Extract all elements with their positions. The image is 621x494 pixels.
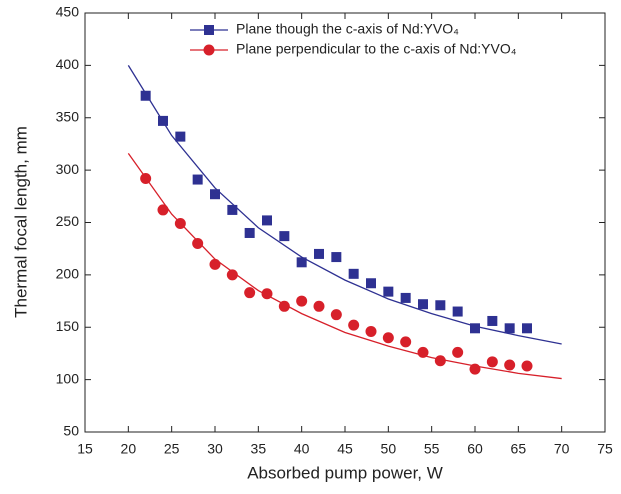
x-tick-label: 45 xyxy=(337,441,353,457)
marker xyxy=(261,288,273,300)
marker xyxy=(313,300,325,312)
marker xyxy=(331,252,342,263)
marker xyxy=(330,309,342,321)
marker xyxy=(279,231,290,242)
x-tick-label: 40 xyxy=(294,441,310,457)
marker xyxy=(486,356,498,368)
legend-marker xyxy=(203,44,215,56)
marker xyxy=(365,325,377,337)
x-tick-label: 55 xyxy=(424,441,440,457)
marker xyxy=(470,323,480,334)
x-tick-label: 35 xyxy=(251,441,267,457)
y-tick-label: 300 xyxy=(56,161,80,177)
marker xyxy=(348,268,359,279)
marker xyxy=(452,346,464,358)
marker xyxy=(434,355,446,367)
marker xyxy=(226,269,238,281)
legend-text: Plane though the c-axis of Nd:YVO₄ xyxy=(236,21,459,37)
marker xyxy=(504,323,515,334)
x-tick-label: 15 xyxy=(77,441,93,457)
x-tick-label: 70 xyxy=(554,441,570,457)
marker xyxy=(140,173,152,185)
y-tick-label: 350 xyxy=(56,108,80,124)
marker xyxy=(469,363,481,375)
marker xyxy=(262,215,272,226)
marker xyxy=(175,131,186,142)
x-tick-label: 65 xyxy=(511,441,527,457)
fit-line xyxy=(127,152,562,380)
y-tick-label: 400 xyxy=(56,56,80,72)
marker xyxy=(296,257,307,268)
marker xyxy=(140,90,151,101)
marker xyxy=(314,248,324,259)
legend-marker xyxy=(204,25,214,35)
x-tick-label: 50 xyxy=(381,441,397,457)
marker xyxy=(192,174,203,185)
y-axis-title: Thermal focal length, mm xyxy=(11,126,30,318)
marker xyxy=(158,115,168,126)
fit-line xyxy=(127,65,562,345)
marker xyxy=(417,346,429,358)
x-axis-title: Absorbed pump power, W xyxy=(247,463,443,482)
marker xyxy=(522,323,532,334)
marker xyxy=(400,292,411,303)
y-tick-label: 150 xyxy=(56,318,80,334)
marker xyxy=(382,332,394,344)
marker xyxy=(487,315,498,326)
marker xyxy=(244,227,255,238)
marker xyxy=(157,204,169,216)
marker xyxy=(383,286,394,297)
x-tick-label: 75 xyxy=(597,441,613,457)
marker xyxy=(400,336,412,348)
x-tick-label: 25 xyxy=(164,441,180,457)
marker xyxy=(192,237,204,249)
marker xyxy=(348,319,360,331)
x-tick-label: 60 xyxy=(467,441,483,457)
marker xyxy=(521,360,533,372)
y-tick-label: 450 xyxy=(56,4,80,20)
x-tick-label: 30 xyxy=(207,441,223,457)
legend-text: Plane perpendicular to the c-axis of Nd:… xyxy=(236,41,517,57)
marker xyxy=(227,204,238,215)
marker xyxy=(366,278,376,289)
y-tick-label: 50 xyxy=(63,423,79,439)
y-tick-label: 250 xyxy=(56,213,80,229)
marker xyxy=(244,287,256,299)
marker xyxy=(418,299,428,310)
marker xyxy=(296,295,308,307)
y-tick-label: 200 xyxy=(56,266,80,282)
marker xyxy=(278,300,290,312)
x-tick-label: 20 xyxy=(121,441,137,457)
marker xyxy=(174,218,186,230)
marker xyxy=(452,306,463,317)
marker xyxy=(210,189,220,200)
marker xyxy=(504,359,516,371)
marker xyxy=(209,258,221,270)
y-tick-label: 100 xyxy=(56,370,80,386)
marker xyxy=(435,300,446,311)
